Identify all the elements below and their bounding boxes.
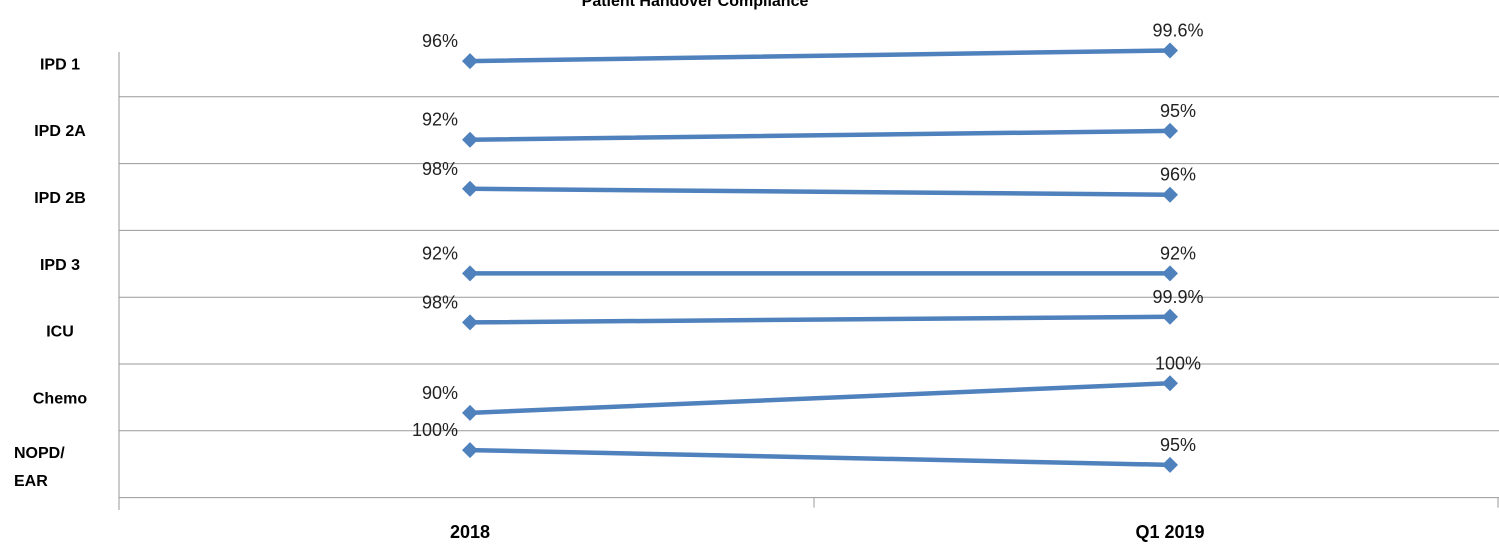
- row-label: Chemo: [33, 390, 87, 407]
- data-point-marker: [1162, 122, 1178, 139]
- data-point-marker: [462, 314, 478, 331]
- data-point-marker: [1162, 308, 1178, 325]
- data-label: 92%: [1160, 243, 1196, 263]
- row-label: IPD 2A: [34, 123, 86, 140]
- series-line: [467, 314, 1173, 325]
- data-label: 92%: [422, 243, 458, 263]
- row-labels: IPD 1 IPD 2A IPD 2B IPD 3 ICU Chemo NOPD/EAR: [14, 56, 87, 490]
- data-label: 95%: [1160, 435, 1196, 455]
- data-label: 92%: [422, 110, 458, 130]
- data-point-marker: [1162, 265, 1178, 282]
- data-point-marker: [462, 404, 478, 421]
- data-label: 96%: [1160, 165, 1196, 185]
- series-line: [467, 381, 1173, 416]
- data-point-marker: [462, 131, 478, 148]
- data-label: 100%: [412, 420, 458, 440]
- data-point-marker: [1162, 42, 1178, 59]
- series-line: [467, 128, 1173, 142]
- data-point-marker: [462, 53, 478, 70]
- data-label: 95%: [1160, 101, 1196, 121]
- data-label: 90%: [422, 383, 458, 403]
- row-label: NOPD/: [14, 445, 65, 462]
- data-label: 99.6%: [1152, 20, 1203, 40]
- data-label: 100%: [1155, 353, 1201, 373]
- data-point-marker: [1162, 186, 1178, 203]
- row-label: IPD 1: [40, 56, 80, 73]
- data-point-marker: [462, 265, 478, 282]
- data-label: 99.9%: [1152, 287, 1203, 307]
- data-label: 98%: [422, 292, 458, 312]
- data-point-marker: [1162, 456, 1178, 473]
- series-line: [467, 48, 1173, 64]
- data-label: 98%: [422, 159, 458, 179]
- series-line: [467, 447, 1173, 468]
- x-axis: 2018 Q1 2019: [450, 522, 1205, 542]
- row-label: IPD 3: [40, 257, 80, 274]
- data-point-marker: [1162, 375, 1178, 392]
- row-label: EAR: [14, 473, 48, 490]
- series-group: 96% 99.6% 92% 95% 98% 96% 92% 92% 98% 99.9% 90% 100…: [412, 20, 1204, 473]
- row-label: IPD 2B: [34, 190, 86, 207]
- data-label: 96%: [422, 31, 458, 51]
- grid: [118, 52, 1499, 510]
- data-point-marker: [462, 180, 478, 197]
- chart-title: Patient Handover Compliance: [582, 0, 809, 10]
- x-tick-label: 2018: [450, 522, 490, 542]
- series-line: [467, 186, 1173, 197]
- row-label: ICU: [46, 324, 74, 341]
- data-point-marker: [462, 442, 478, 459]
- x-tick-label: Q1 2019: [1135, 522, 1204, 542]
